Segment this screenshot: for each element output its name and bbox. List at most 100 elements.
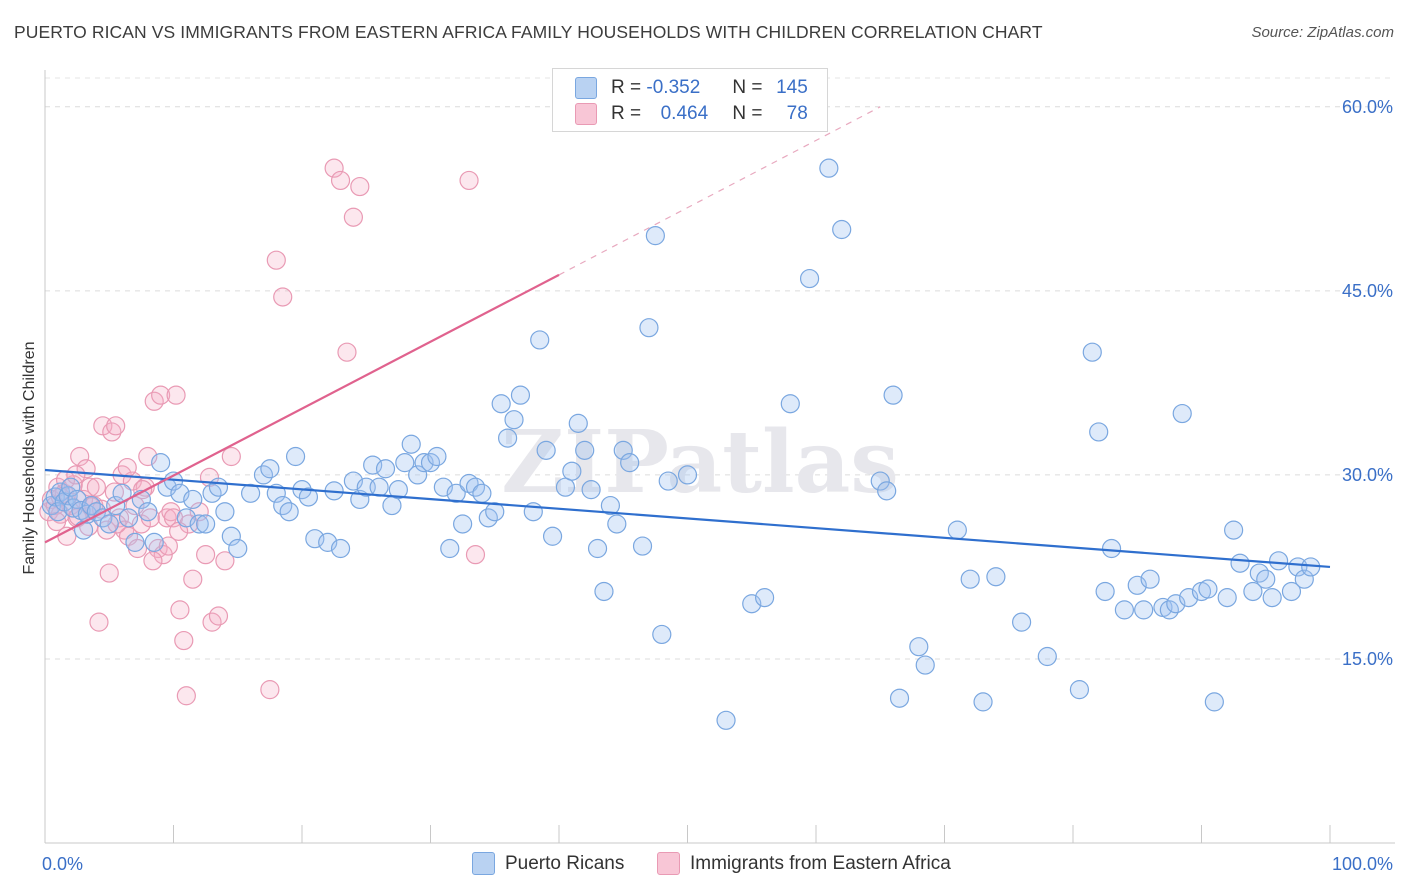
x-tick-label: 100.0% [1332, 854, 1393, 874]
point-puerto-rican [459, 473, 479, 494]
point-eastern-africa [221, 446, 241, 467]
legend-row-puerto-ricans: R = -0.352 N = 145 [575, 76, 808, 100]
point-eastern-africa [459, 170, 479, 191]
trend-lines [44, 106, 1331, 569]
y-tick-label: 30.0% [1342, 465, 1393, 485]
point-puerto-rican [632, 536, 653, 556]
point-puerto-rican [883, 385, 903, 405]
point-puerto-rican [1114, 600, 1135, 620]
point-puerto-rican [1172, 403, 1192, 424]
point-puerto-rican [491, 394, 511, 414]
point-puerto-rican [279, 502, 299, 522]
legend-n-value: 145 [776, 77, 808, 98]
point-puerto-rican [677, 465, 698, 485]
point-puerto-rican [1256, 569, 1276, 589]
legend-n-label: N = [732, 103, 763, 124]
point-puerto-rican [780, 394, 800, 414]
point-eastern-africa [266, 250, 286, 270]
legend-label-puerto-ricans: Puerto Ricans [505, 852, 625, 874]
legend-r-label: R = [611, 77, 642, 98]
point-puerto-rican [832, 219, 852, 240]
point-eastern-africa [86, 477, 107, 497]
point-eastern-africa [465, 545, 486, 565]
point-puerto-rican [73, 520, 94, 540]
legend-n-value: 78 [786, 103, 808, 124]
chart-title: PUERTO RICAN VS IMMIGRANTS FROM EASTERN … [14, 22, 1043, 42]
point-eastern-africa [260, 680, 280, 700]
point-puerto-rican [1268, 551, 1289, 571]
trend-line-eastern-africa [44, 273, 560, 544]
point-puerto-rican [1243, 581, 1263, 602]
point-eastern-africa [273, 287, 293, 307]
legend-label-eastern-africa: Immigrants from Eastern Africa [690, 852, 951, 874]
point-puerto-rican [144, 532, 164, 552]
point-puerto-rican [330, 538, 351, 559]
y-tick-label: 60.0% [1342, 97, 1393, 117]
grid-lines [45, 77, 1395, 660]
point-eastern-africa [176, 686, 196, 706]
point-puerto-rican [125, 532, 145, 552]
point-puerto-rican [658, 471, 678, 491]
point-puerto-rican [870, 471, 890, 491]
point-puerto-rican [754, 588, 775, 608]
point-puerto-rican [395, 453, 415, 473]
point-eastern-africa [99, 563, 119, 583]
point-eastern-africa [330, 170, 351, 191]
legend-item-eastern-africa[interactable]: Immigrants from Eastern Africa [657, 852, 951, 875]
point-eastern-africa [337, 342, 357, 362]
legend-item-puerto-ricans[interactable]: Puerto Ricans [472, 852, 624, 875]
point-puerto-rican [472, 483, 492, 503]
point-puerto-rican [909, 637, 929, 657]
legend-swatch-pink [575, 103, 597, 125]
point-puerto-rican [498, 428, 518, 448]
tick-labels: 15.0% 30.0% 45.0% 60.0% 0.0% 100.0% [42, 97, 1393, 874]
legend-swatch-blue [575, 77, 597, 99]
point-puerto-rican [67, 489, 87, 510]
point-eastern-africa [89, 612, 109, 632]
point-puerto-rican [1011, 612, 1032, 632]
trend-line-puerto-rican [44, 468, 1331, 569]
point-puerto-rican [401, 434, 421, 454]
point-puerto-rican [446, 483, 466, 503]
point-puerto-rican [48, 502, 68, 522]
point-puerto-rican [1101, 538, 1122, 559]
point-puerto-rican [1230, 553, 1250, 573]
point-eastern-africa [196, 545, 216, 565]
point-puerto-rican [568, 413, 588, 433]
watermark-logo: ZIPatlas [501, 412, 899, 513]
point-puerto-rican [1204, 692, 1224, 712]
point-eastern-africa [158, 536, 178, 556]
point-puerto-rican [151, 453, 171, 473]
point-puerto-rican [298, 487, 319, 507]
point-puerto-rican [819, 158, 839, 178]
point-puerto-rican [1069, 680, 1090, 700]
point-puerto-rican [716, 710, 736, 730]
series-puerto-rican-points [41, 158, 1321, 730]
point-eastern-africa [143, 551, 163, 571]
point-puerto-rican [877, 481, 897, 501]
point-puerto-rican [587, 538, 608, 559]
point-eastern-africa [208, 606, 229, 626]
point-puerto-rican [363, 455, 383, 475]
point-puerto-rican [1037, 646, 1057, 667]
point-puerto-rican [1134, 600, 1154, 620]
y-tick-label: 45.0% [1342, 281, 1393, 301]
trend-line-extension [558, 106, 881, 276]
point-eastern-africa [170, 600, 190, 620]
point-puerto-rican [388, 480, 408, 500]
point-puerto-rican [1217, 588, 1237, 608]
point-puerto-rican [99, 514, 119, 534]
point-puerto-rican [196, 514, 216, 534]
point-puerto-rican [241, 483, 261, 503]
point-puerto-rican [889, 688, 910, 708]
point-eastern-africa [183, 569, 203, 589]
point-puerto-rican [1082, 342, 1102, 362]
point-puerto-rican [453, 514, 473, 534]
point-puerto-rican [1140, 569, 1160, 589]
point-puerto-rican [1224, 520, 1244, 540]
point-puerto-rican [607, 514, 627, 534]
point-puerto-rican [555, 477, 576, 497]
point-puerto-rican [915, 655, 935, 675]
point-puerto-rican [645, 226, 665, 246]
